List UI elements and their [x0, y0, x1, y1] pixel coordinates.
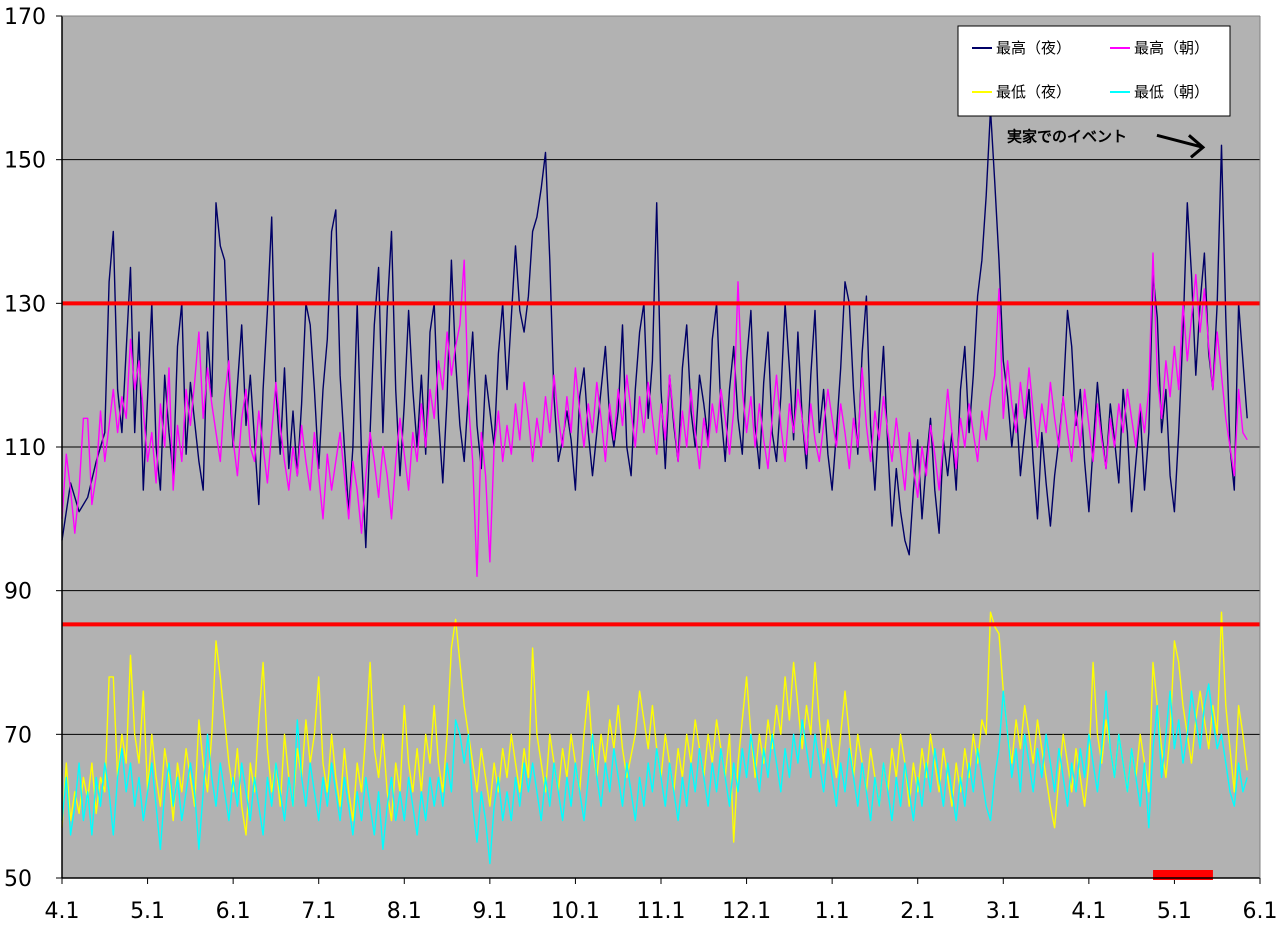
x-tick-label: 6.1 [1243, 899, 1278, 924]
x-tick-label: 12.1 [722, 899, 771, 924]
x-tick-label: 8.1 [387, 899, 422, 924]
legend-label-2: 最低（夜） [996, 83, 1071, 101]
x-tick-label: 9.1 [472, 899, 507, 924]
y-tick-label: 170 [4, 5, 46, 30]
reference-lines [62, 301, 1260, 627]
x-tick-label: 6.1 [216, 899, 251, 924]
x-tick-label: 2.1 [900, 899, 935, 924]
annotation: 実家でのイベント [1007, 127, 1206, 159]
series-line-1 [61, 252, 1248, 577]
y-tick-label: 130 [4, 292, 46, 317]
annotation-arrow [1156, 133, 1206, 159]
x-tick-label: 3.1 [986, 899, 1021, 924]
x-axis-ticks: 4.1 5.1 6.1 7.1 8.1 9.1 10.1 11.1 12.1 1.1 2.1 3.1 4… [45, 878, 1278, 924]
x-tick-label: 7.1 [301, 899, 336, 924]
series-line-3 [61, 683, 1248, 865]
legend-label-0: 最高（夜） [996, 39, 1071, 57]
x-tick-label: 5.1 [130, 899, 165, 924]
y-tick-label: 90 [4, 580, 32, 605]
series-lines [61, 108, 1248, 865]
y-tick-label: 150 [4, 149, 46, 174]
x-tick-label: 1.1 [815, 899, 850, 924]
legend-box [957, 25, 1231, 117]
legend-label-1: 最高（朝） [1134, 39, 1209, 57]
axes [56, 15, 1261, 879]
x-tick-label: 4.1 [45, 899, 80, 924]
x-tick-label: 11.1 [637, 899, 686, 924]
x-tick-label: 10.1 [551, 899, 600, 924]
y-axis-ticks: 50 70 90 110 130 150 170 [4, 5, 46, 892]
y-tick-label: 50 [4, 867, 32, 892]
legend: 最高（夜） 最高（朝） 最低（夜） 最低（朝） [957, 25, 1231, 117]
x-tick-label: 5.1 [1157, 899, 1192, 924]
y-tick-label: 70 [4, 723, 32, 748]
legend-label-3: 最低（朝） [1134, 83, 1209, 101]
x-tick-label: 4.1 [1071, 899, 1106, 924]
period-marker [1153, 870, 1213, 880]
annotation-label: 実家でのイベント [1007, 127, 1127, 145]
y-tick-label: 110 [4, 436, 46, 461]
